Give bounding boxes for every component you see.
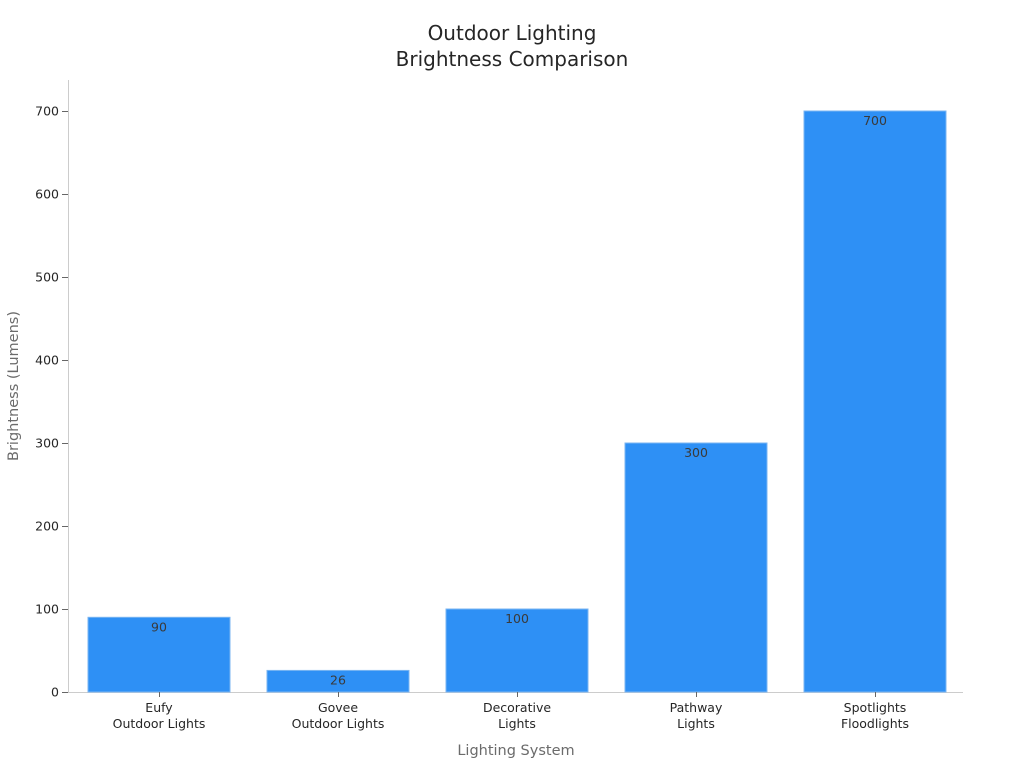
bar-value-label: 300 bbox=[684, 445, 708, 460]
x-tick-label: Decorative bbox=[483, 700, 551, 715]
data-labels: 90 26 100 300 700 bbox=[151, 113, 887, 687]
bar-value-label: 700 bbox=[863, 113, 887, 128]
x-axis-label: Lighting System bbox=[457, 743, 574, 759]
y-axis-label: Brightness (Lumens) bbox=[6, 311, 22, 461]
chart-title-line-1: Outdoor Lighting bbox=[428, 21, 597, 45]
bar-value-label: 26 bbox=[330, 672, 346, 687]
bar bbox=[624, 442, 768, 693]
y-tick-label: 400 bbox=[35, 353, 59, 368]
x-tick-label: Pathway bbox=[670, 700, 723, 715]
x-tick-label: Lights bbox=[498, 716, 536, 731]
x-tick-label: Eufy bbox=[145, 700, 173, 715]
y-tick-label: 500 bbox=[35, 270, 59, 285]
bar bbox=[445, 608, 589, 693]
y-tick-label: 700 bbox=[35, 104, 59, 119]
x-tick-label: Outdoor Lights bbox=[292, 716, 385, 731]
y-axis-ticks: 0 100 200 300 400 500 600 700 bbox=[35, 104, 68, 700]
bar-value-label: 90 bbox=[151, 619, 167, 634]
x-tick-label: Floodlights bbox=[841, 716, 909, 731]
y-tick-label: 0 bbox=[51, 685, 59, 700]
bars bbox=[87, 110, 947, 693]
bar-value-label: 100 bbox=[505, 611, 529, 626]
x-tick-label: Govee bbox=[318, 700, 358, 715]
plot-area: 0 100 200 300 400 500 600 700 90 26 100 300 700 Euf… bbox=[35, 80, 963, 731]
y-tick-label: 300 bbox=[35, 436, 59, 451]
x-tick-label: Outdoor Lights bbox=[113, 716, 206, 731]
x-tick-label: Lights bbox=[677, 716, 715, 731]
y-tick-label: 100 bbox=[35, 602, 59, 617]
y-tick-label: 600 bbox=[35, 187, 59, 202]
y-tick-label: 200 bbox=[35, 519, 59, 534]
chart-title: Outdoor Lighting Brightness Comparison bbox=[396, 21, 629, 71]
bar bbox=[87, 616, 231, 693]
x-tick-label: Spotlights bbox=[844, 700, 907, 715]
chart-title-line-2: Brightness Comparison bbox=[396, 47, 629, 71]
bar bbox=[803, 110, 947, 693]
